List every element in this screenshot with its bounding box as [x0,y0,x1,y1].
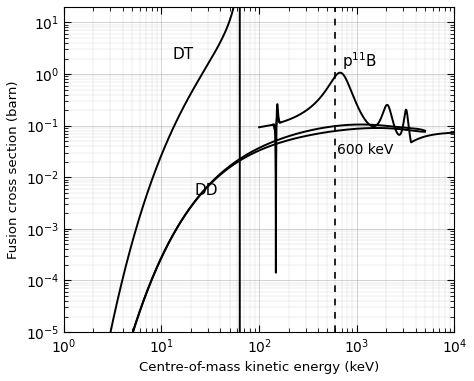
Text: p$^{11}$B: p$^{11}$B [342,51,377,72]
Text: DT: DT [173,46,194,62]
Text: DD: DD [195,183,219,198]
Text: 600 keV: 600 keV [337,143,393,157]
X-axis label: Centre-of-mass kinetic energy (keV): Centre-of-mass kinetic energy (keV) [139,361,379,374]
Y-axis label: Fusion cross section (barn): Fusion cross section (barn) [7,80,20,259]
